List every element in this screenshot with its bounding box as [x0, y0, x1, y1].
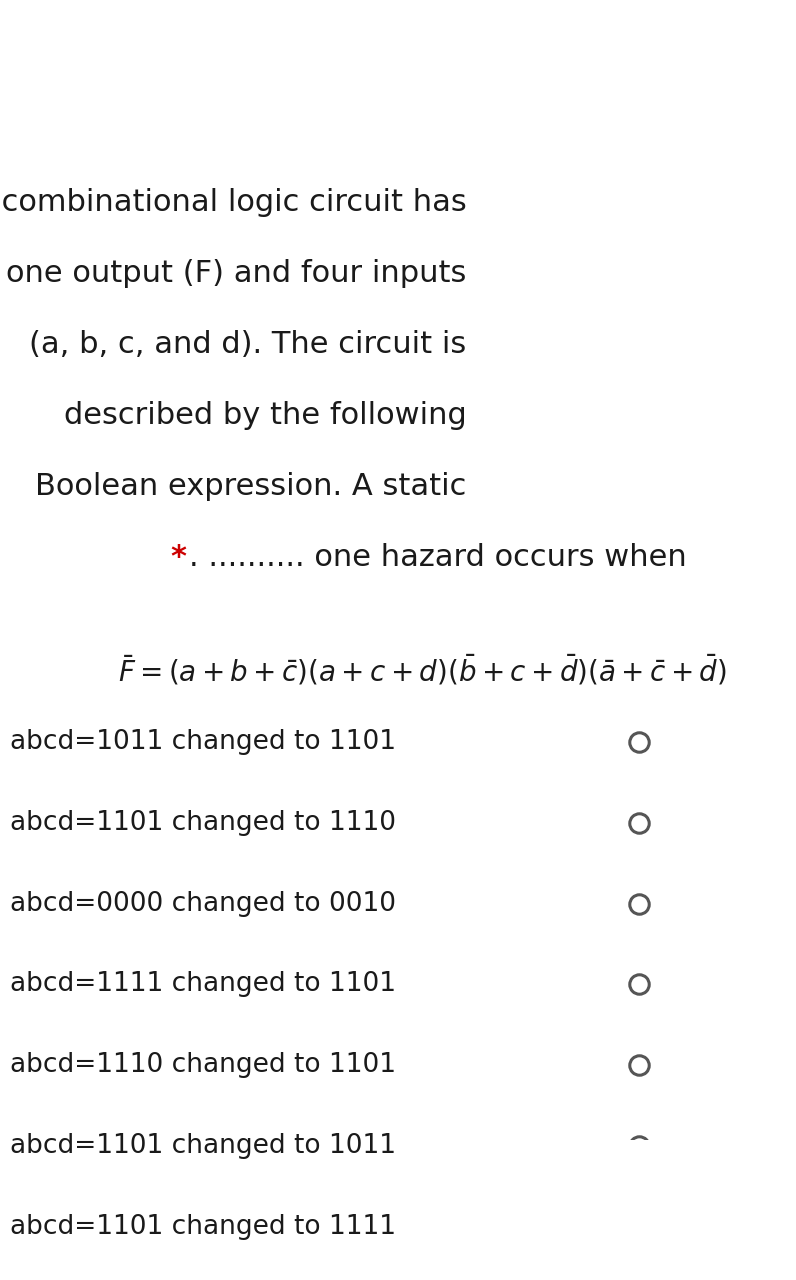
Text: $\bar{F} = (a + b + \bar{c})(a + c + d)(\bar{b} + c + \bar{d})(\bar{a} + \bar{c}: $\bar{F} = (a + b + \bar{c})(a + c + d)(…	[118, 653, 727, 687]
Text: one output (F) and four inputs: one output (F) and four inputs	[6, 259, 466, 288]
Text: abcd=1101 changed to 1011: abcd=1101 changed to 1011	[10, 1133, 396, 1160]
Text: Boolean expression. A static: Boolean expression. A static	[35, 472, 466, 500]
Text: *: *	[170, 543, 186, 572]
Text: abcd=1111 changed to 1101: abcd=1111 changed to 1101	[10, 972, 396, 997]
Text: . .......... one hazard occurs when: . .......... one hazard occurs when	[189, 543, 687, 572]
Text: abcd=1110 changed to 1101: abcd=1110 changed to 1101	[10, 1052, 396, 1078]
Text: (a, b, c, and d). The circuit is: (a, b, c, and d). The circuit is	[29, 330, 466, 358]
Text: abcd=0000 changed to 0010: abcd=0000 changed to 0010	[10, 891, 396, 916]
Text: abcd=1101 changed to 1110: abcd=1101 changed to 1110	[10, 810, 396, 836]
Text: abcd=1101 changed to 1111: abcd=1101 changed to 1111	[10, 1213, 396, 1240]
Text: described by the following: described by the following	[64, 401, 466, 430]
Text: abcd=1011 changed to 1101: abcd=1011 changed to 1101	[10, 730, 396, 755]
Text: A combinational logic circuit has: A combinational logic circuit has	[0, 188, 466, 218]
